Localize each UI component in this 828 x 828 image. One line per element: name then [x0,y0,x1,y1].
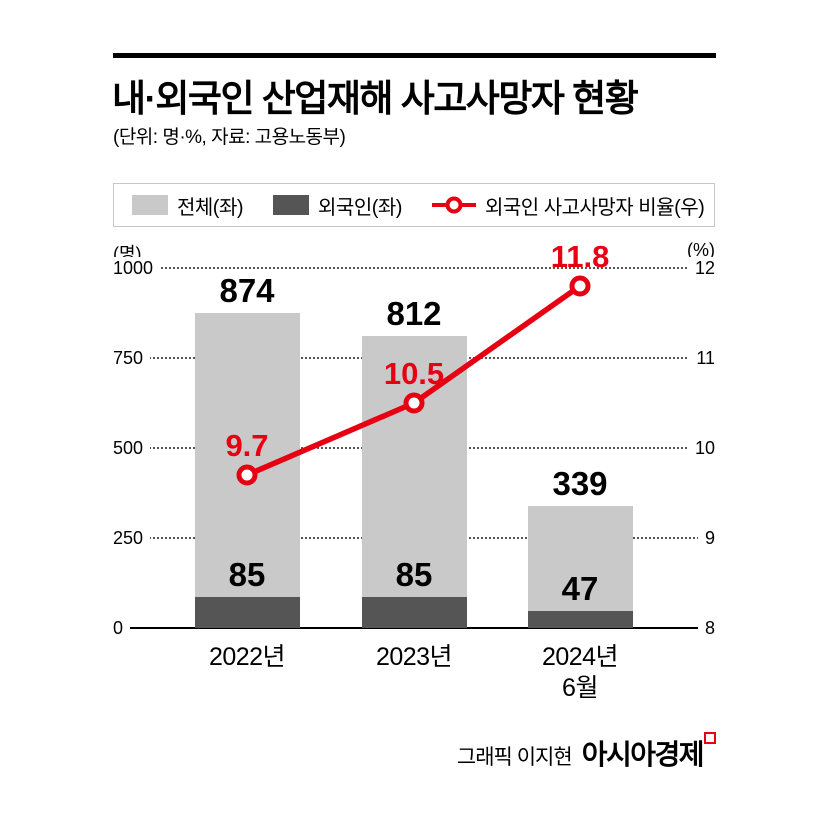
top-rule [113,53,716,58]
brand-mark-icon [704,732,716,744]
bar-foreign [361,597,467,628]
bar-total [527,505,633,628]
line-point-marker [236,464,258,486]
page-subtitle: (단위: 명·%, 자료: 고용노동부) [113,127,346,148]
left-axis-tick: 750 [113,347,151,369]
left-axis-tick: 0 [113,617,131,639]
footer: 그래픽 이지현 아시아경제 [456,732,716,773]
right-axis-tick: 12 [687,257,715,279]
category-label: 2022년 [208,643,286,671]
ratio-value-label: 10.5 [383,356,445,391]
brand-logo: 아시아경제 [581,739,705,770]
legend: 전체(좌) 외국인(좌) 외국인 사고사망자 비율(우) [113,183,715,227]
line-point-marker [569,275,591,297]
left-axis-tick: 250 [113,527,151,549]
right-axis-tick: 11 [689,347,715,369]
bar-total [361,335,467,628]
right-axis-unit: (%) [687,240,715,260]
line-point-marker [403,392,425,414]
legend-label-ratio: 외국인 사고사망자 비율(우) [484,196,705,219]
graphic-credit: 그래픽 이지현 [456,746,573,769]
right-axis-tick: 9 [697,527,715,549]
category-label: 2023년 [375,643,453,671]
page-title: 내·외국인 산업재해 사고사망자 현황 [112,78,639,119]
plot-area: (명) (%) 1000 750 500 250 0 12 11 10 9 8 874 812 339 8… [113,240,715,702]
legend-item-ratio: 외국인 사고사망자 비율(우) [431,191,705,220]
total-value-label: 339 [552,464,608,502]
right-axis-tick: 8 [697,617,715,639]
legend-item-total: 전체(좌) [132,191,244,220]
ratio-value-label: 9.7 [225,428,269,463]
marker-circle-icon [445,196,463,214]
total-value-label: 874 [219,272,275,310]
right-axis-tick: 10 [687,437,715,459]
gridline [113,267,715,269]
line-marker-icon [431,195,476,215]
foreign-value-label: 85 [395,556,433,594]
legend-label-total: 전체(좌) [177,196,244,219]
x-axis-line [113,627,715,629]
foreign-value-label: 85 [228,556,266,594]
foreign-value-label: 47 [561,570,599,608]
left-axis-tick: 1000 [113,257,161,279]
foreign-bar-swatch-icon [273,195,310,215]
bar-foreign [194,597,300,628]
bar-foreign [527,611,633,628]
category-label: 2024년 6월 [541,643,619,702]
ratio-value-label: 11.8 [550,239,610,274]
left-axis-tick: 500 [113,437,151,459]
ratio-line-layer [236,275,591,486]
total-bar-swatch-icon [132,195,168,215]
legend-item-foreign: 외국인(좌) [273,191,402,220]
total-value-label: 812 [386,294,442,332]
legend-label-foreign: 외국인(좌) [318,196,402,219]
